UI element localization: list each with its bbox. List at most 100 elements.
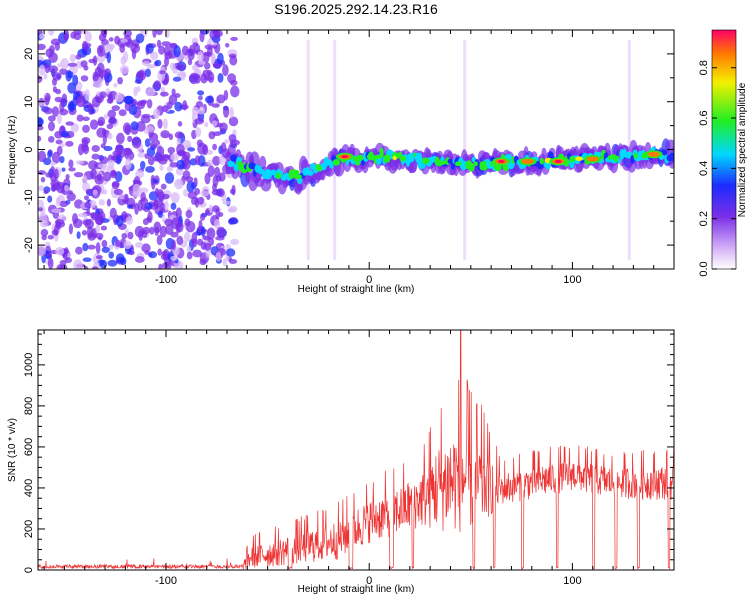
noise-blob bbox=[164, 218, 174, 226]
noise-blob bbox=[47, 257, 54, 269]
chart-title: S196.2025.292.14.23.R16 bbox=[274, 1, 438, 17]
noise-blob bbox=[198, 95, 203, 101]
noise-blob bbox=[114, 144, 124, 156]
noise-blob bbox=[166, 165, 173, 172]
noise-blob bbox=[187, 58, 193, 66]
noise-blob bbox=[60, 130, 69, 138]
noise-blob bbox=[171, 239, 176, 251]
noise-blob bbox=[57, 63, 63, 68]
noise-blob bbox=[169, 162, 179, 168]
noise-blob bbox=[181, 45, 189, 56]
noise-blob bbox=[175, 167, 184, 176]
noise-blob bbox=[120, 56, 127, 66]
signal-core bbox=[399, 155, 407, 162]
noise-blob bbox=[140, 160, 146, 170]
noise-blob bbox=[217, 73, 224, 83]
noise-blob bbox=[121, 233, 127, 239]
noise-blob bbox=[107, 259, 118, 267]
noise-blob bbox=[139, 187, 149, 194]
noise-blob bbox=[170, 153, 179, 161]
noise-blob bbox=[44, 94, 50, 106]
noise-blob bbox=[103, 113, 109, 120]
noise-blob bbox=[61, 167, 66, 172]
noise-blob bbox=[55, 246, 65, 256]
noise-blob bbox=[205, 209, 210, 215]
noise-blob bbox=[193, 43, 201, 54]
noise-blob bbox=[127, 231, 134, 240]
noise-blob bbox=[105, 88, 110, 95]
noise-blob bbox=[107, 132, 113, 140]
noise-blob bbox=[207, 159, 213, 166]
noise-blob bbox=[159, 225, 167, 238]
noise-blob bbox=[75, 54, 82, 60]
noise-blob bbox=[141, 243, 151, 253]
noise-blob bbox=[82, 219, 92, 226]
noise-blob bbox=[80, 60, 88, 68]
noise-blob bbox=[82, 42, 92, 48]
noise-blob bbox=[174, 131, 184, 139]
noise-blob bbox=[230, 238, 240, 245]
noise-blob bbox=[201, 226, 206, 238]
noise-blob bbox=[76, 231, 81, 240]
colorbar-tick-label: 0.0 bbox=[698, 261, 710, 276]
signal-core bbox=[569, 155, 576, 163]
noise-blob bbox=[106, 51, 112, 64]
noise-blob bbox=[140, 192, 146, 202]
hot-spot-core bbox=[497, 160, 505, 163]
noise-blob bbox=[160, 253, 169, 261]
noise-blob bbox=[73, 259, 83, 269]
noise-blob bbox=[82, 116, 90, 122]
noise-blob bbox=[68, 159, 74, 168]
noise-blob bbox=[218, 212, 224, 217]
snr-line bbox=[38, 330, 674, 570]
noise-blob bbox=[172, 76, 182, 82]
noise-blob bbox=[98, 163, 108, 169]
noise-blob bbox=[59, 101, 65, 113]
noise-blob bbox=[205, 248, 211, 258]
noise-blob bbox=[117, 77, 123, 85]
noise-blob bbox=[56, 264, 64, 269]
spectrogram-marks bbox=[38, 30, 674, 269]
noise-blob bbox=[197, 51, 204, 63]
noise-blob bbox=[73, 32, 82, 41]
noise-blob bbox=[84, 195, 89, 201]
noise-blob bbox=[223, 105, 230, 118]
noise-blob bbox=[82, 242, 89, 252]
x-tick-label: 100 bbox=[563, 575, 581, 587]
signal-blob bbox=[230, 154, 238, 162]
noise-blob bbox=[52, 86, 58, 93]
noise-blob bbox=[230, 36, 239, 41]
noise-blob bbox=[115, 239, 121, 248]
noise-blob bbox=[120, 257, 127, 266]
noise-blob bbox=[115, 155, 122, 165]
noise-blob bbox=[48, 115, 56, 122]
noise-blob bbox=[82, 257, 92, 263]
signal-core bbox=[610, 154, 617, 160]
noise-blob bbox=[165, 224, 174, 235]
noise-blob bbox=[99, 259, 108, 269]
colorbar-label: Normalized spectral amplitude bbox=[737, 82, 748, 217]
noise-blob bbox=[51, 106, 60, 117]
noise-blob bbox=[161, 262, 168, 269]
noise-blob bbox=[136, 86, 141, 93]
noise-blob bbox=[63, 32, 69, 41]
noise-blob bbox=[163, 118, 168, 130]
noise-blob bbox=[185, 209, 193, 219]
noise-blob bbox=[142, 218, 149, 226]
noise-blob bbox=[43, 107, 53, 115]
y-tick-label: 0 bbox=[23, 146, 35, 152]
x-tick-label: 0 bbox=[366, 274, 372, 286]
noise-blob bbox=[200, 213, 206, 221]
noise-blob bbox=[38, 75, 43, 84]
noise-blob bbox=[48, 121, 55, 132]
noise-blob bbox=[128, 104, 138, 116]
noise-blob bbox=[153, 179, 159, 184]
noise-blob bbox=[204, 62, 211, 70]
signal-blob bbox=[450, 162, 455, 170]
noise-blob bbox=[228, 259, 238, 264]
spectral-streak bbox=[306, 40, 310, 260]
noise-blob bbox=[91, 266, 99, 269]
noise-blob bbox=[123, 200, 129, 205]
noise-blob bbox=[91, 96, 101, 108]
